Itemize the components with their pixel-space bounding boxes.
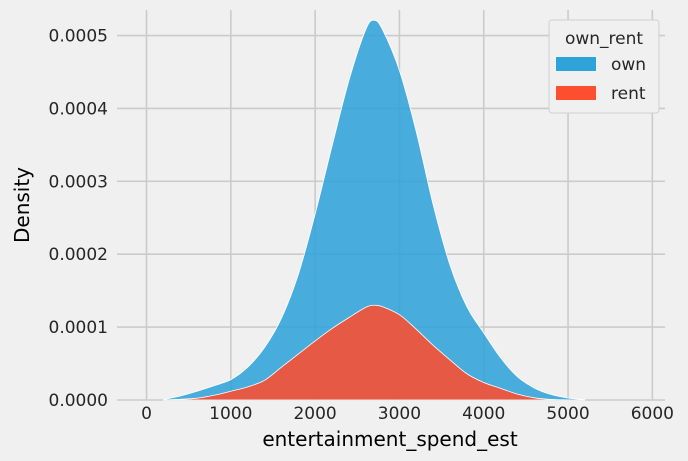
x-tick-label: 2000 bbox=[293, 404, 336, 424]
legend-swatch-own bbox=[556, 57, 596, 71]
rent-area bbox=[163, 304, 585, 401]
y-tick-label: 0.0001 bbox=[49, 318, 108, 338]
x-tick-labels: 0 1000 2000 3000 4000 5000 6000 bbox=[141, 404, 674, 424]
x-tick-label: 3000 bbox=[378, 404, 421, 424]
legend-title: own_rent bbox=[565, 29, 643, 49]
x-tick-label: 6000 bbox=[631, 404, 674, 424]
y-tick-label: 0.0005 bbox=[49, 27, 108, 47]
x-axis-title: entertainment_spend_est bbox=[262, 427, 518, 451]
x-tick-label: 5000 bbox=[546, 404, 589, 424]
y-tick-label: 0.0002 bbox=[49, 245, 108, 265]
legend-label-rent: rent bbox=[611, 84, 646, 104]
x-tick-label: 4000 bbox=[462, 404, 505, 424]
y-tick-label: 0.0004 bbox=[49, 99, 108, 119]
y-tick-label: 0.0000 bbox=[49, 391, 108, 411]
y-axis-title: Density bbox=[10, 167, 34, 243]
legend-label-own: own bbox=[611, 55, 646, 75]
y-tick-label: 0.0003 bbox=[49, 172, 108, 192]
legend: own_rent own rent bbox=[548, 19, 660, 114]
stacked-areas bbox=[162, 19, 586, 401]
x-tick-label: 0 bbox=[141, 404, 152, 424]
y-tick-labels: 0.0000 0.0001 0.0002 0.0003 0.0004 0.0005 bbox=[49, 27, 108, 411]
own-area bbox=[162, 19, 586, 401]
legend-swatch-rent bbox=[556, 86, 596, 100]
x-tick-label: 1000 bbox=[209, 404, 252, 424]
